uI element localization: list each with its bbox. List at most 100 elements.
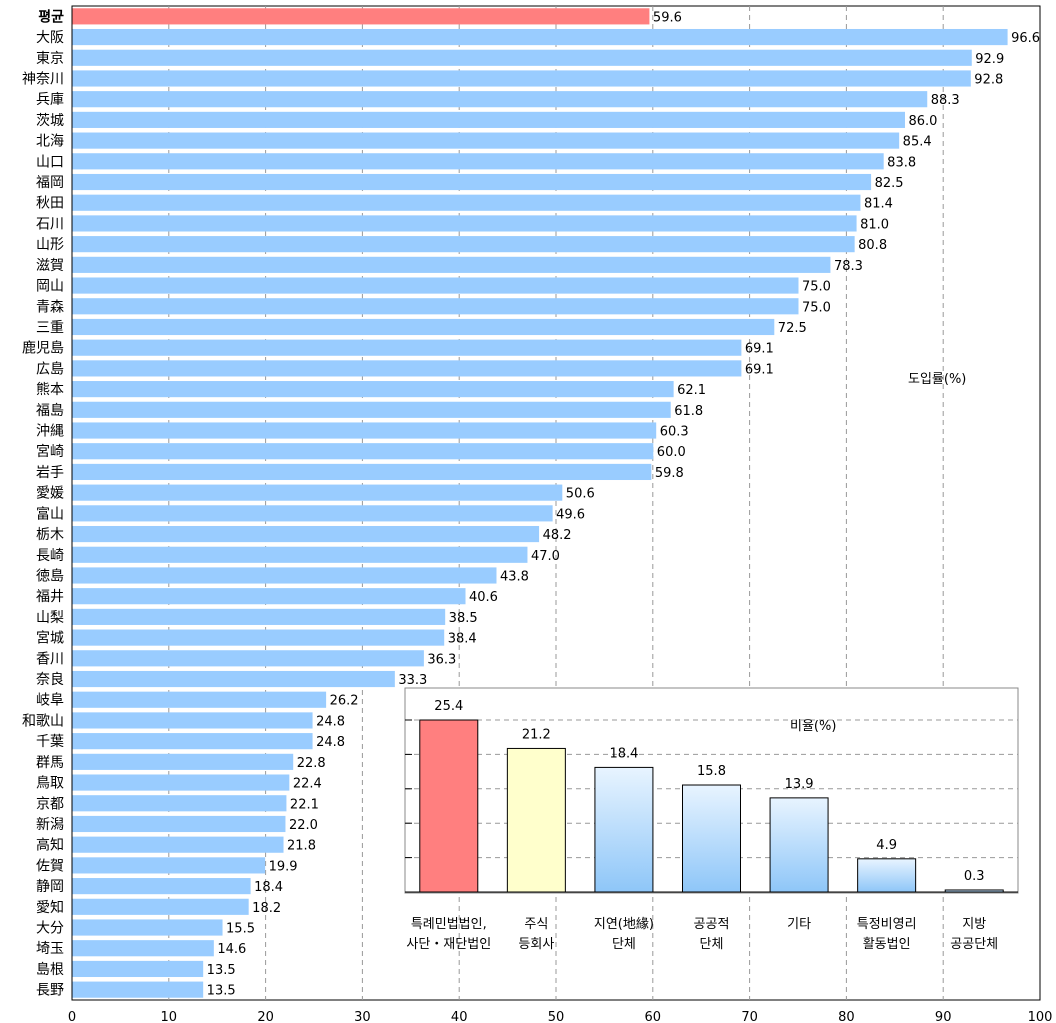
category-label: 徳島 <box>36 568 64 584</box>
x-tick-label: 10 <box>161 1010 178 1023</box>
bar <box>72 111 905 128</box>
inset-bar <box>419 719 479 893</box>
value-label: 72.5 <box>778 321 807 336</box>
inset-category-label: 단체 <box>700 937 724 952</box>
value-label: 18.4 <box>254 880 283 895</box>
inset-value-label: 0.3 <box>964 869 985 884</box>
inset-axis-title: 비율(%) <box>790 719 836 734</box>
value-label: 36.3 <box>427 652 456 667</box>
bar <box>72 463 652 481</box>
value-label: 96.6 <box>1011 31 1040 46</box>
value-label: 48.2 <box>543 528 572 543</box>
inset-category-label: 공공적 <box>694 917 730 932</box>
value-label: 78.3 <box>834 259 863 274</box>
bar <box>72 525 540 543</box>
category-label: 大分 <box>36 921 64 937</box>
category-label: 奈良 <box>36 672 64 688</box>
value-label: 50.6 <box>566 487 595 502</box>
value-label: 24.8 <box>316 735 345 750</box>
category-label: 福島 <box>36 403 64 419</box>
bar <box>72 91 928 108</box>
value-label: 81.4 <box>864 197 893 212</box>
value-label: 13.5 <box>207 984 236 999</box>
category-label: 山形 <box>36 237 64 253</box>
inset-bar <box>594 766 654 893</box>
inset-bar <box>769 797 829 893</box>
category-label: 千葉 <box>36 734 64 750</box>
inset-category-label: 등회사 <box>518 937 554 952</box>
bar <box>72 878 251 895</box>
value-label: 18.2 <box>252 901 281 916</box>
inset-category-label: 지방 <box>962 917 986 932</box>
category-label: 熊本 <box>36 382 64 398</box>
category-label: 北海 <box>36 134 64 150</box>
inset-category-label: 활동법인 <box>863 937 911 952</box>
x-tick-label: 70 <box>741 1010 758 1023</box>
value-label: 22.1 <box>290 797 319 812</box>
value-label: 49.6 <box>556 507 585 522</box>
bar <box>72 670 395 688</box>
x-tick-label: 20 <box>257 1010 274 1023</box>
value-label: 26.2 <box>330 694 359 709</box>
bar <box>72 49 972 66</box>
bar <box>72 981 204 998</box>
bar <box>72 443 654 460</box>
bar <box>72 857 266 874</box>
bar <box>72 236 855 253</box>
category-label: 東京 <box>36 51 64 67</box>
bar <box>72 629 445 646</box>
category-label: 広島 <box>36 361 64 377</box>
value-label: 85.4 <box>903 135 932 150</box>
value-label: 22.4 <box>293 777 322 792</box>
value-label: 59.6 <box>653 10 682 25</box>
inset-category-label: 주식 <box>524 917 548 932</box>
bar <box>72 505 553 522</box>
bar <box>72 588 466 605</box>
value-label: 83.8 <box>887 155 916 170</box>
value-label: 22.8 <box>297 756 326 771</box>
category-label: 山梨 <box>36 610 64 626</box>
category-label: 岡山 <box>36 279 64 295</box>
x-tick-label: 90 <box>935 1010 952 1023</box>
bar <box>72 608 446 625</box>
bar-average <box>72 8 650 25</box>
bar <box>72 774 290 791</box>
bar <box>72 836 284 853</box>
category-label: 평균 <box>38 8 64 25</box>
axis-title: 도입률(%) <box>908 372 966 387</box>
bar <box>72 546 528 563</box>
category-label: 石川 <box>36 216 64 232</box>
category-label: 青森 <box>36 299 64 315</box>
bar <box>72 215 857 232</box>
labels: 0 10 20 30 40 50 60 70 80 90 100 59.6 평균 96.6 大阪 92.9 東京… <box>22 8 1052 1023</box>
category-label: 沖縄 <box>36 424 64 440</box>
category-label: 栃木 <box>36 527 64 543</box>
value-label: 80.8 <box>858 238 887 253</box>
inset-category-label: 특례민법법인, <box>411 917 487 932</box>
value-label: 75.0 <box>802 280 831 295</box>
bar <box>72 318 775 336</box>
category-label: 愛知 <box>36 899 64 916</box>
x-tick-label: 100 <box>1028 1010 1053 1023</box>
x-tick-label: 0 <box>68 1010 76 1023</box>
category-label: 鹿児島 <box>22 340 64 357</box>
bar <box>72 898 249 915</box>
value-label: 81.0 <box>860 217 889 232</box>
bar <box>72 712 313 729</box>
category-label: 岐阜 <box>36 692 64 709</box>
category-label: 福井 <box>36 589 64 605</box>
category-label: 香川 <box>36 651 64 667</box>
inset-value-label: 21.2 <box>522 727 551 742</box>
bar <box>72 132 900 149</box>
bar <box>72 733 313 750</box>
inset-bar <box>682 784 741 893</box>
category-label: 宮崎 <box>36 444 64 460</box>
inset-value-label: 13.9 <box>785 777 814 792</box>
category-label: 茨城 <box>36 113 64 129</box>
inset-category-label: 특정비영리 <box>857 917 917 932</box>
bar <box>72 567 497 584</box>
category-label: 岩手 <box>36 465 64 481</box>
category-label: 長崎 <box>36 548 64 564</box>
